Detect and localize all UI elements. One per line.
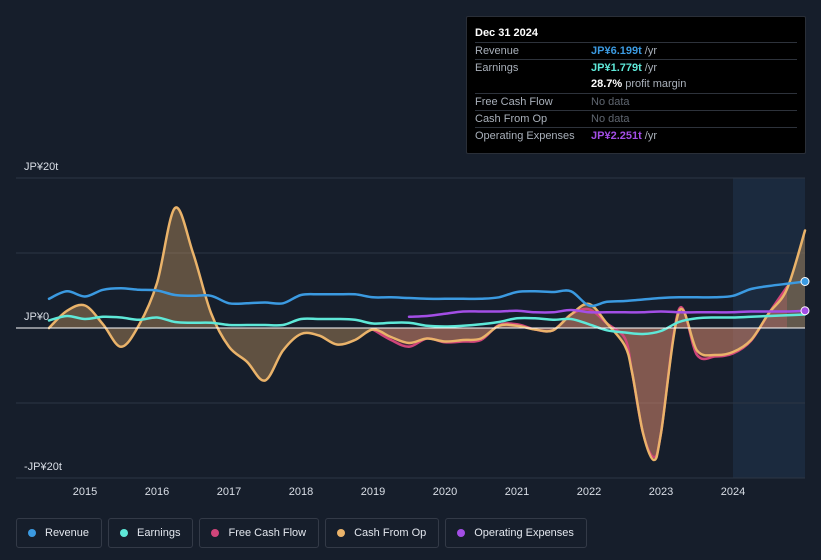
series-lines: [47, 206, 807, 462]
tooltip-unit: profit margin: [625, 78, 687, 90]
tooltip-earnings-value: JP¥1.779t: [591, 62, 642, 74]
y-tick-label-zero: JP¥0: [24, 311, 49, 323]
tooltip-revenue-value: JP¥6.199t: [591, 45, 642, 57]
cfo-area: [49, 207, 805, 460]
x-tick-label: 2016: [145, 486, 169, 498]
legend-label: Operating Expenses: [474, 527, 574, 539]
grid-lines: [16, 177, 805, 479]
tooltip-row-margin: 28.7% profit margin: [475, 76, 797, 93]
opex-line: [407, 308, 807, 319]
x-tick-label: 2021: [505, 486, 529, 498]
x-tick-label: 2024: [721, 486, 745, 498]
tooltip-label: Operating Expenses: [475, 130, 575, 142]
y-tick-label-bottom: -JP¥20t: [24, 461, 62, 473]
x-tick-label: 2017: [217, 486, 241, 498]
revenue-endpoint: [800, 277, 810, 286]
tooltip-row-fcf: Free Cash Flow No data: [475, 93, 797, 110]
legend-label: Revenue: [45, 527, 90, 539]
legend-item-cash-from-op[interactable]: Cash From Op: [325, 518, 440, 548]
tooltip-row-cfo: Cash From Op No data: [475, 110, 797, 127]
cfo-line: [47, 206, 807, 462]
revenue-dot-icon: [28, 529, 36, 537]
legend-item-operating-expenses[interactable]: Operating Expenses: [445, 518, 587, 548]
tooltip-unit: /yr: [644, 45, 657, 57]
x-tick-label: 2023: [649, 486, 673, 498]
x-tick-label: 2019: [361, 486, 385, 498]
legend-label: Free Cash Flow: [228, 527, 307, 539]
fcf-area: [373, 286, 787, 458]
earnings-dot-icon: [120, 529, 129, 537]
series-endpoints: [800, 277, 810, 316]
x-axis-ticks: 2015 2016 2017 2018 2019 2020 2021 2022 2023 2024: [73, 486, 745, 498]
tooltip-fcf-value: No data: [591, 96, 630, 108]
earnings-line: [47, 313, 807, 336]
opex-dot-icon: [457, 529, 466, 537]
x-tick-label: 2022: [577, 486, 601, 498]
tooltip-opex-value: JP¥2.251t: [591, 130, 642, 142]
revenue-line: [47, 280, 807, 308]
tooltip-label: Earnings: [475, 62, 519, 74]
fcf-dot-icon: [211, 529, 220, 537]
tooltip-row-revenue: Revenue JP¥6.199t/yr: [475, 42, 797, 59]
tooltip-date: Dec 31 2024: [475, 27, 538, 39]
tooltip-unit: /yr: [644, 130, 657, 142]
opex-endpoint: [800, 306, 810, 316]
tooltip-row-opex: Operating Expenses JP¥2.251t/yr: [475, 127, 797, 144]
tooltip-unit: /yr: [644, 62, 657, 74]
x-tick-label: 2018: [289, 486, 313, 498]
legend-label: Earnings: [137, 527, 181, 539]
x-tick-label: 2015: [73, 486, 97, 498]
tooltip-label: Free Cash Flow: [475, 96, 553, 108]
tooltip-label: Revenue: [475, 45, 520, 57]
legend-item-free-cash-flow[interactable]: Free Cash Flow: [199, 518, 320, 548]
tooltip-label: Cash From Op: [475, 113, 548, 125]
cfo-dot-icon: [337, 529, 346, 537]
data-tooltip: Dec 31 2024 Revenue JP¥6.199t/yr Earning…: [466, 16, 806, 154]
series-areas: [49, 207, 805, 460]
tooltip-row-earnings: Earnings JP¥1.779t/yr: [475, 59, 797, 76]
legend-item-earnings[interactable]: Earnings: [108, 518, 194, 548]
y-tick-label-top: JP¥20t: [24, 161, 58, 173]
tooltip-cfo-value: No data: [591, 113, 630, 125]
chart-legend: Revenue Earnings Free Cash Flow Cash Fro…: [16, 518, 587, 548]
tooltip-margin-value: 28.7%: [591, 78, 623, 90]
x-tick-label: 2020: [433, 486, 457, 498]
legend-item-revenue[interactable]: Revenue: [16, 518, 103, 548]
legend-label: Cash From Op: [354, 527, 427, 539]
